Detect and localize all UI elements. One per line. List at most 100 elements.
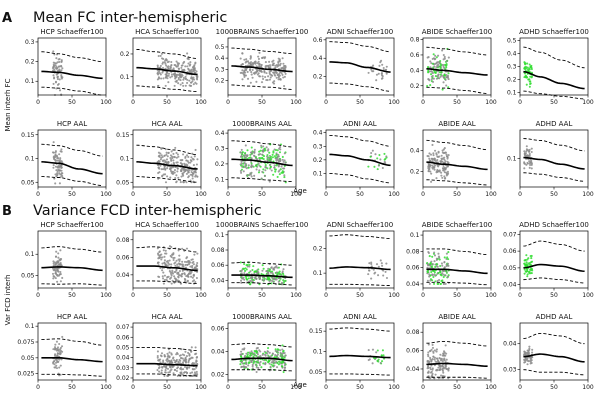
data-point <box>193 78 196 81</box>
y-tick-label: 0.07 <box>503 231 517 238</box>
data-point <box>367 273 370 276</box>
data-point <box>162 277 165 280</box>
data-point <box>264 61 267 64</box>
data-point <box>444 160 447 163</box>
data-point <box>191 177 194 180</box>
data-point <box>284 72 287 75</box>
data-point <box>278 74 281 77</box>
data-point <box>523 152 526 155</box>
data-point <box>525 83 528 86</box>
data-point <box>443 55 446 59</box>
data-point <box>525 148 528 151</box>
data-point <box>169 176 172 179</box>
data-point <box>162 359 165 362</box>
x-tick-label: 50 <box>258 191 266 198</box>
data-point <box>264 362 267 365</box>
data-point <box>239 261 242 264</box>
y-tick-label: 0.1 <box>507 156 517 163</box>
data-point <box>174 77 177 80</box>
data-point <box>278 58 281 61</box>
data-point <box>171 357 175 360</box>
data-point <box>246 264 249 267</box>
y-tick-label: 0.05 <box>21 179 35 186</box>
data-point <box>243 263 246 266</box>
data-point <box>60 74 63 77</box>
data-point <box>56 269 59 272</box>
y-tick-label: 0.02 <box>116 375 130 382</box>
panel-title: ADHD AAL <box>536 313 573 321</box>
data-point <box>194 148 197 151</box>
data-point <box>177 360 180 363</box>
data-point <box>239 270 242 273</box>
data-point <box>196 373 199 376</box>
data-point <box>441 49 444 52</box>
y-tick-label: 0.4 <box>313 130 323 137</box>
panel-3: 1000BRAINS Schaeffer100 0 50 100 0.2 0.3 0.4 0.… <box>215 28 308 106</box>
fit-line <box>136 161 198 170</box>
data-point <box>52 360 55 363</box>
data-point <box>159 152 162 155</box>
data-point <box>245 174 248 177</box>
y-tick-label: 0.05 <box>503 265 517 272</box>
x-tick-label: 100 <box>582 292 594 299</box>
data-point <box>439 282 442 285</box>
data-point <box>278 270 281 273</box>
data-point <box>432 77 435 80</box>
data-point <box>258 157 261 160</box>
y-tick-label: 0.08 <box>116 237 130 244</box>
section-b-title: Variance FCD inter-hemispheric <box>33 203 262 219</box>
y-tick-label: 0.06 <box>406 348 420 355</box>
data-point <box>255 354 258 357</box>
data-point <box>271 156 274 159</box>
data-point <box>269 69 272 73</box>
data-point <box>272 62 275 65</box>
data-point <box>182 76 185 79</box>
data-point <box>188 354 191 357</box>
x-tick-label: 100 <box>100 292 112 299</box>
panel-title: HCP AAL <box>57 120 87 128</box>
data-point <box>277 280 280 283</box>
data-point <box>169 76 172 79</box>
data-point <box>251 363 254 366</box>
data-point <box>282 279 285 282</box>
data-point <box>187 171 190 174</box>
data-point <box>284 279 287 282</box>
x-tick-label: 50 <box>356 384 364 391</box>
data-point <box>530 167 533 170</box>
data-point <box>187 275 190 278</box>
data-point <box>57 256 60 259</box>
y-tick-label: 0.4 <box>215 130 225 137</box>
data-point <box>426 66 430 69</box>
data-point <box>270 155 273 158</box>
data-point <box>530 147 533 150</box>
data-point <box>256 359 260 362</box>
data-point <box>438 369 441 372</box>
data-point <box>189 69 192 72</box>
data-point <box>163 255 166 258</box>
data-point <box>163 261 166 264</box>
y-tick-label: 0.1 <box>507 89 517 96</box>
y-tick-label: 0.025 <box>17 371 34 378</box>
data-point <box>163 354 166 357</box>
data-point <box>431 368 434 371</box>
data-point <box>159 158 162 161</box>
data-point <box>257 55 260 58</box>
data-point <box>185 181 188 184</box>
data-point <box>525 145 528 148</box>
data-point <box>269 165 272 168</box>
data-point <box>253 155 256 158</box>
data-point <box>264 149 267 152</box>
data-point <box>52 164 55 167</box>
data-point <box>258 278 261 281</box>
data-point <box>275 366 279 369</box>
data-point <box>177 82 180 85</box>
data-point <box>443 177 447 180</box>
y-tick-label: 0.2 <box>313 245 323 252</box>
data-point <box>528 272 531 275</box>
data-point <box>447 56 450 59</box>
data-point <box>176 170 179 173</box>
y-tick-label: 0.06 <box>503 248 517 255</box>
data-point <box>381 166 384 170</box>
data-point <box>61 175 64 178</box>
data-point <box>175 369 178 373</box>
